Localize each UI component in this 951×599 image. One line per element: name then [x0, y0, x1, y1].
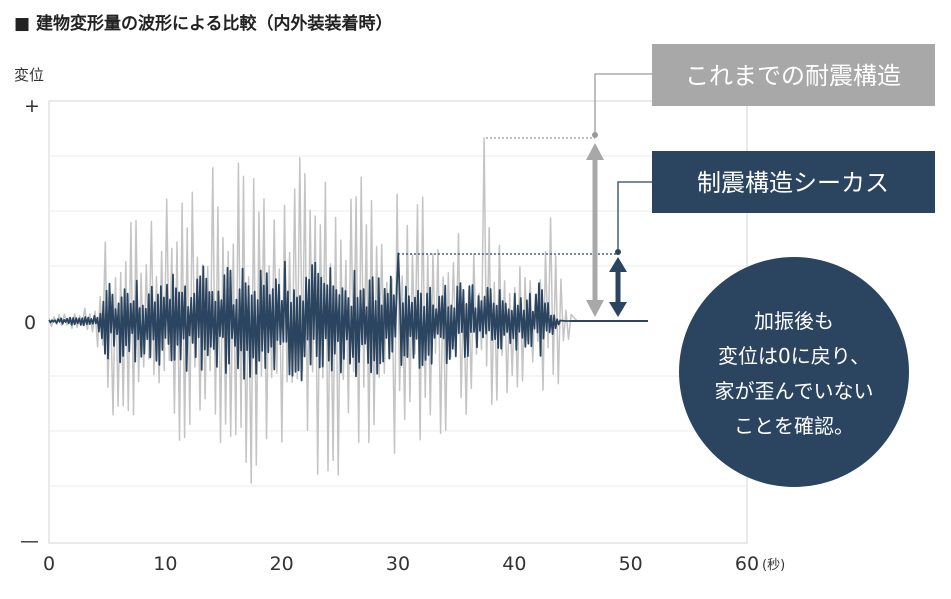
conventional-waveform	[48, 137, 643, 484]
conventional-amplitude-arrow	[586, 143, 604, 317]
x-tick-50: 50	[619, 553, 643, 575]
x-tick-30: 30	[386, 553, 410, 575]
conventional-connector	[594, 73, 652, 133]
x-tick-20: 20	[270, 553, 294, 575]
seismic-label-box	[652, 151, 935, 213]
seismic-waveform	[48, 252, 643, 382]
result-callout-circle	[679, 257, 909, 487]
conventional-label-box	[652, 44, 935, 106]
conventional-connector-dot	[592, 132, 598, 138]
x-tick-0: 0	[43, 553, 55, 575]
waveform-series	[48, 137, 643, 484]
x-tick-40: 40	[502, 553, 526, 575]
y-tick-zero: 0	[24, 312, 36, 334]
y-axis-label: 変位	[14, 66, 44, 84]
callout-line-2: 変位は0に戻り、	[718, 344, 870, 368]
chart-heading: ■ 建物変形量の波形による比較（内外装装着時）	[14, 13, 392, 34]
callout-line-4: ことを確認。	[734, 414, 854, 438]
x-tick-60: 60	[735, 553, 759, 575]
seismic-amplitude-arrow	[609, 257, 627, 317]
x-tick-10: 10	[153, 553, 177, 575]
y-tick-plus: +	[24, 95, 40, 117]
callout-line-1: 加振後も	[754, 309, 834, 333]
conventional-label: これまでの耐震構造	[685, 62, 901, 90]
x-tick-labels: 0 10 20 30 40 50 60	[43, 553, 759, 575]
x-unit-label: (秒)	[762, 558, 785, 573]
callout-line-3: 家が歪んでいない	[715, 379, 874, 403]
seismic-connector	[617, 181, 652, 250]
y-tick-minus: —	[20, 530, 39, 552]
seismic-connector-dot	[615, 249, 621, 255]
seismic-label: 制震構造シーカス	[697, 169, 889, 197]
